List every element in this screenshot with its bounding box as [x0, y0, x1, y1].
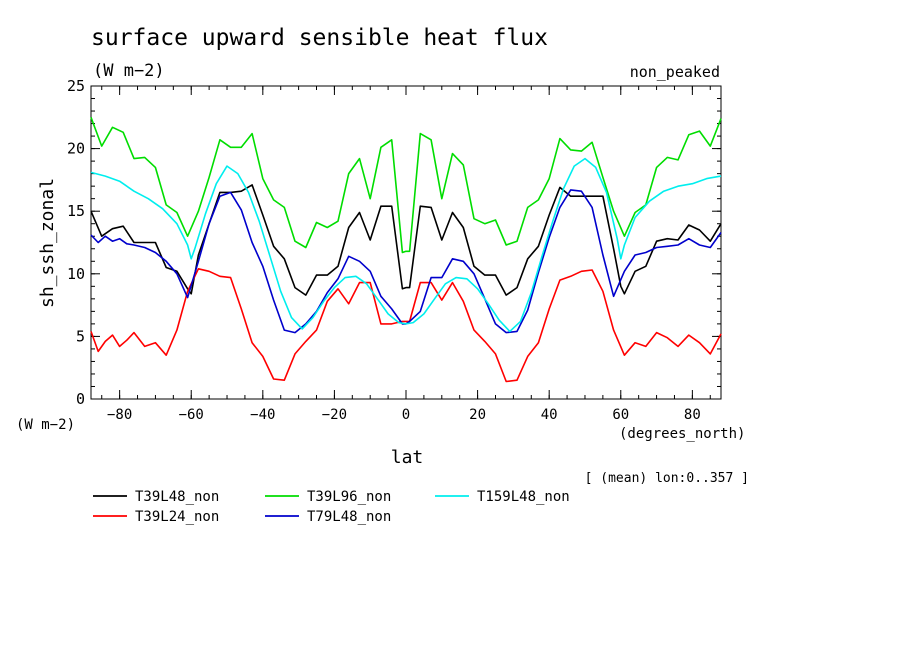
y-tick-label: 20 — [67, 140, 85, 158]
x-tick-label: 20 — [469, 407, 486, 423]
x-tick-label: −80 — [107, 407, 132, 423]
x-axis-units: (degrees_north) — [619, 426, 745, 442]
x-axis-label: lat — [391, 447, 424, 468]
x-tick-label: −20 — [322, 407, 347, 423]
legend-label: T39L24_non — [135, 509, 219, 525]
y-tick-label: 15 — [67, 202, 85, 220]
averaging-note: [ (mean) lon:0..357 ] — [585, 471, 749, 486]
y-tick-label: 5 — [76, 327, 85, 345]
chart-units: (W m−2) — [93, 61, 165, 81]
legend-label: T159L48_non — [477, 489, 570, 505]
legend-label: T39L96_non — [307, 489, 391, 505]
legend: T39L48_non T39L96_non T159L48_non T39L24_no… — [93, 489, 570, 525]
chart-title: surface upward sensible heat flux — [91, 25, 548, 51]
x-tick-label: 60 — [612, 407, 629, 423]
corner-label: non_peaked — [630, 63, 720, 81]
legend-label: T79L48_non — [307, 509, 391, 525]
y-tick-label: 0 — [76, 390, 85, 408]
legend-label: T39L48_non — [135, 489, 219, 505]
y-tick-label: 10 — [67, 265, 85, 283]
x-tick-label: 80 — [684, 407, 701, 423]
x-tick-label: −40 — [250, 407, 275, 423]
y-axis-units: (W m−2) — [16, 417, 75, 433]
series-line-t79l48_non — [90, 189, 722, 334]
series-line-t159l48_non — [90, 157, 722, 333]
y-axis-label: sh_ssh_zonal — [37, 178, 58, 308]
series-line-t39l24_non — [90, 267, 722, 383]
x-tick-label: 0 — [402, 407, 410, 423]
x-tick-label: −60 — [179, 407, 204, 423]
x-tick-label: 40 — [541, 407, 558, 423]
series-lines — [90, 117, 722, 383]
series-line-t39l96_non — [90, 117, 722, 254]
series-line-t39l48_non — [90, 184, 722, 296]
y-tick-label: 25 — [67, 77, 85, 95]
